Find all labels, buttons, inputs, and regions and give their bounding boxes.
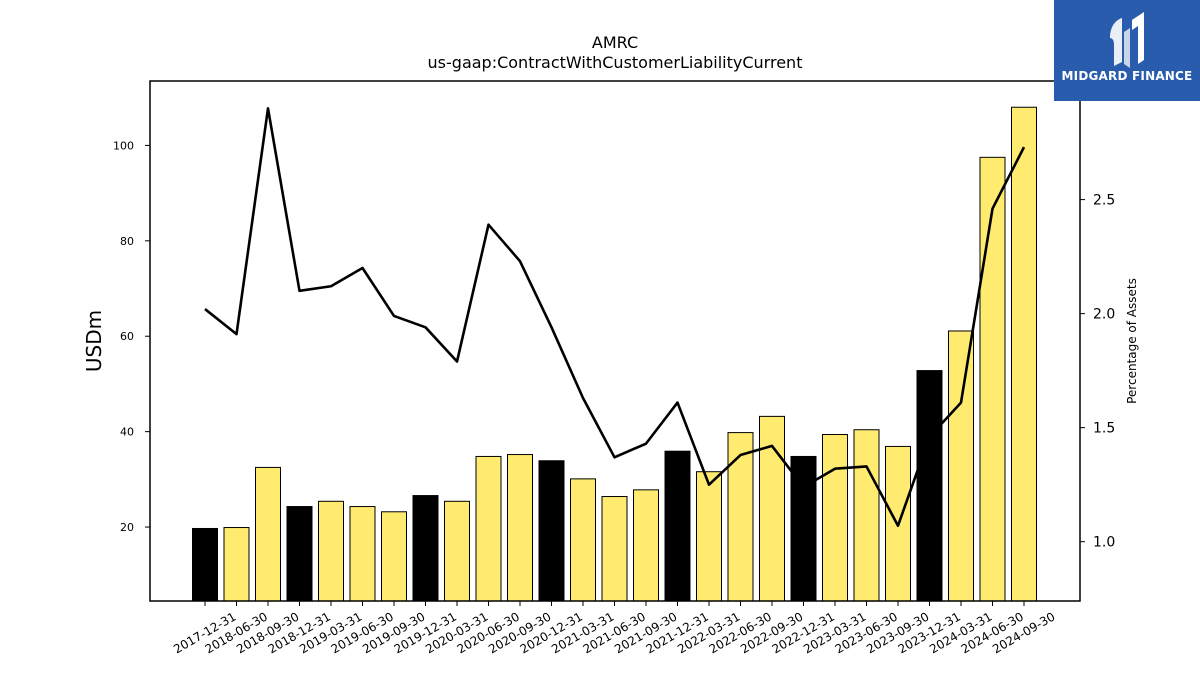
left-y-axis: 20 40 60 80 100 xyxy=(113,139,150,534)
bar xyxy=(538,460,565,602)
brand-name: MIDGARD FINANCE xyxy=(1061,69,1193,83)
right-y-axis: 1.0 1.5 2.0 2.5 xyxy=(1080,193,1115,551)
bar-series xyxy=(192,106,1037,602)
bar xyxy=(759,415,785,602)
bar xyxy=(286,506,313,602)
bar xyxy=(349,506,376,602)
bar xyxy=(664,450,691,602)
bar xyxy=(633,489,659,602)
bar xyxy=(223,527,250,602)
bar xyxy=(381,511,407,602)
bar xyxy=(979,156,1006,602)
y-tick-label: 40 xyxy=(120,426,134,439)
percentage-line-series xyxy=(204,107,1026,528)
secondary-y-tick-label: 1.5 xyxy=(1093,421,1115,437)
bar xyxy=(507,454,533,602)
y-tick-label: 60 xyxy=(120,330,134,343)
y-axis-label: USDm xyxy=(82,310,106,372)
bar xyxy=(853,429,880,602)
bar xyxy=(192,527,218,602)
brand-logo: MIDGARD FINANCE xyxy=(1054,0,1200,101)
bar xyxy=(318,500,344,602)
bar xyxy=(822,434,848,602)
x-axis: 2017-12-312018-06-302018-09-302018-12-31… xyxy=(171,601,1058,656)
secondary-y-tick-label: 2.0 xyxy=(1093,307,1115,323)
bar xyxy=(948,330,974,602)
midgard-logo-icon xyxy=(1110,12,1144,68)
bar xyxy=(916,370,943,602)
bar xyxy=(412,495,439,602)
chart-title: AMRC xyxy=(591,33,639,52)
bar xyxy=(790,455,817,602)
y-tick-label: 80 xyxy=(120,235,134,248)
bar xyxy=(444,500,470,602)
y-tick-label: 100 xyxy=(113,139,134,152)
secondary-y-tick-label: 1.0 xyxy=(1093,535,1115,551)
percentage-line xyxy=(204,107,1026,528)
bar xyxy=(475,455,502,602)
bar xyxy=(601,496,628,602)
bar xyxy=(1011,106,1037,602)
secondary-y-tick-label: 2.5 xyxy=(1093,193,1115,209)
chart-subtitle: us-gaap:ContractWithCustomerLiabilityCur… xyxy=(427,53,803,72)
secondary-y-axis-label: Percentage of Assets xyxy=(1125,278,1139,404)
y-tick-label: 20 xyxy=(120,521,134,534)
bar xyxy=(696,471,722,602)
bar xyxy=(255,466,281,602)
bar xyxy=(570,478,596,602)
bar xyxy=(727,432,754,602)
